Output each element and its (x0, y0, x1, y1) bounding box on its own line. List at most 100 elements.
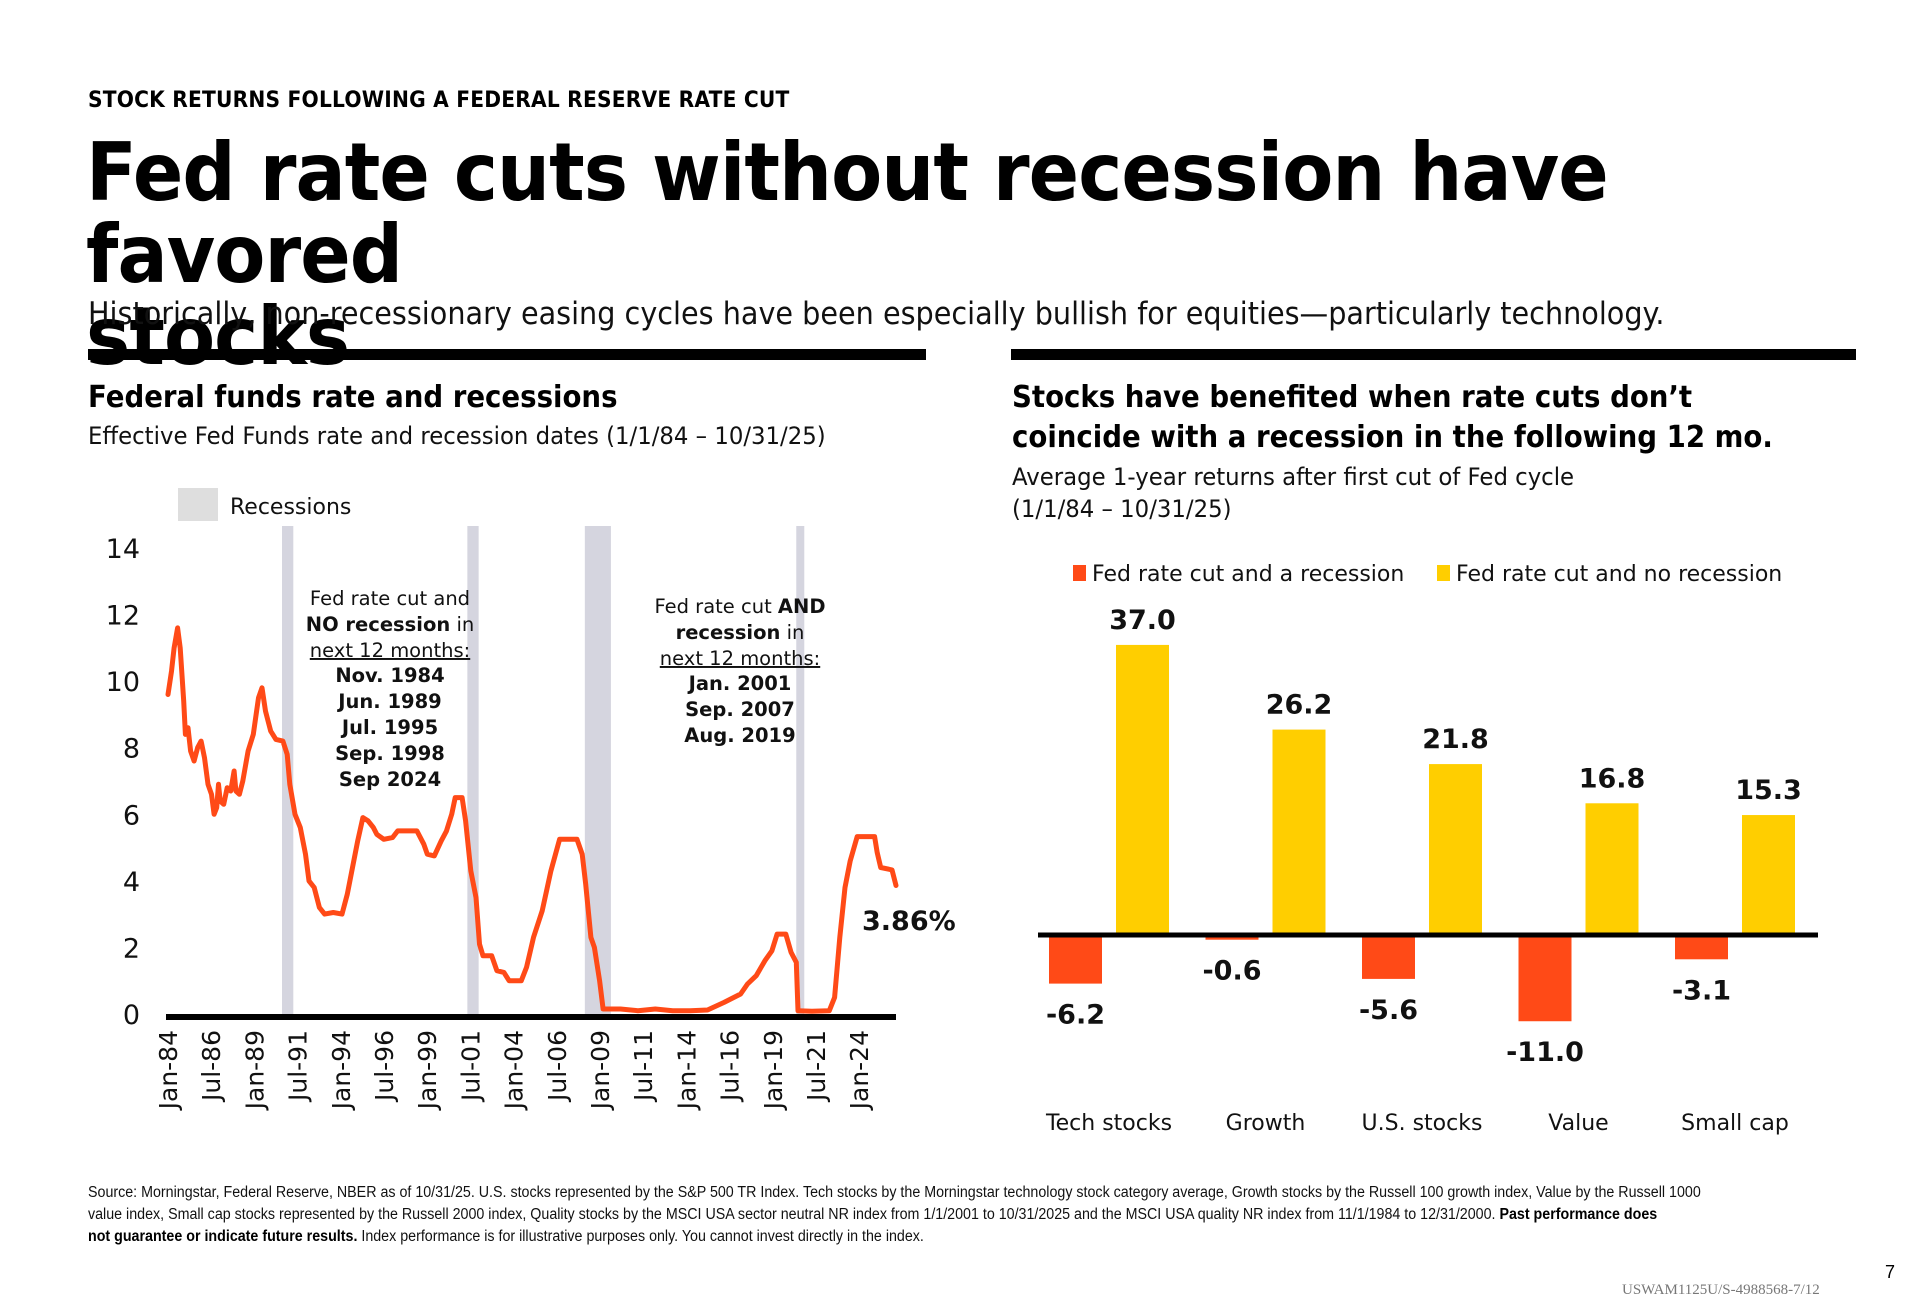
source-line-1: Source: Morningstar, Federal Reserve, NB… (88, 1184, 1701, 1201)
bar-value-label: 15.3 (1735, 775, 1802, 806)
x-tick-label: Jan-99 (413, 1030, 442, 1111)
bar-no-recession-tech-stocks (1116, 644, 1169, 935)
annotation-no-recession-line-3: next 12 months: (310, 639, 470, 662)
x-tick-label: Jul-16 (716, 1030, 745, 1103)
annotation-no-recession-rest: in (450, 613, 474, 636)
y-tick-label: 10 (106, 667, 140, 698)
category-label: Value (1548, 1111, 1608, 1136)
document-id: USWAM1125U/S-4988568-7/12 (1622, 1282, 1820, 1298)
bar-no-recession-small-cap (1742, 815, 1795, 935)
disclaimer-bold-a: Past performance does (1499, 1206, 1658, 1223)
right-section-rule (1011, 349, 1856, 360)
x-tick-label: Jan-84 (154, 1030, 183, 1111)
right-chart-title-line-1: Stocks have benefited when rate cuts don… (1012, 380, 1693, 415)
bar-recession-u-s-stocks (1362, 935, 1415, 979)
x-tick-label: Jan-94 (327, 1030, 356, 1111)
annotation-recession-date: Aug. 2019 (684, 724, 795, 747)
bar-value-label: -5.6 (1359, 995, 1418, 1026)
x-tick-label: Jan-04 (500, 1030, 529, 1111)
annotation-no-recession-date: Jun. 1989 (336, 690, 442, 713)
annotation-no-recession-line-2: NO recession in (306, 613, 474, 636)
bar-value-label: 37.0 (1109, 605, 1176, 636)
bar-value-label: 16.8 (1579, 763, 1646, 794)
left-section-rule (88, 349, 926, 360)
x-axis-ticks: Jan-84 Jul-86 Jan-89 Jul-91 Jan-94 Jul-96 Jan-… (154, 1030, 874, 1111)
right-chart-subtitle-line-2: (1/1/84 – 10/31/25) (1012, 495, 1232, 523)
page-number: 7 (1885, 1262, 1896, 1282)
source-line-2-text: value index, Small cap stocks represente… (88, 1206, 1500, 1223)
recession-band-3 (584, 526, 611, 1014)
annotation-no-recession-date: Sep. 1998 (335, 742, 445, 765)
disclaimer-rest: Index performance is for illustrative pu… (357, 1228, 924, 1245)
page-title: Fed rate cuts without recession have fav… (86, 132, 1760, 378)
recession-band-4 (796, 526, 805, 1014)
bar-recession-tech-stocks (1049, 935, 1102, 984)
x-tick-label: Jul-21 (802, 1030, 831, 1103)
bar-recession-value (1518, 935, 1572, 1022)
x-tick-label: Jul-96 (370, 1030, 399, 1103)
x-tick-label: Jan-24 (845, 1030, 874, 1111)
right-chart-title-line-2: coincide with a recession in the followi… (1012, 420, 1773, 455)
bars (1049, 644, 1795, 1022)
bar-value-labels: -6.2 37.0 -0.6 26.2 -5.6 21.8 -11.0 16.8 -3.1 15.… (1046, 605, 1802, 1068)
recession-band-2 (467, 526, 479, 1014)
y-tick-label: 4 (123, 867, 140, 898)
y-tick-label: 0 (123, 1000, 140, 1031)
eyebrow-label: STOCK RETURNS FOLLOWING A FEDERAL RESERV… (88, 88, 790, 113)
annotation-recession-line-1: Fed rate cut AND (654, 595, 825, 618)
annotation-recession-bold-2: recession (676, 621, 781, 644)
returns-bar-chart: Fed rate cut and a recession Fed rate cu… (1038, 562, 1818, 1136)
source-footnote: Source: Morningstar, Federal Reserve, NB… (88, 1182, 1859, 1248)
y-tick-label: 8 (123, 734, 140, 765)
legend-swatch-recession (1073, 565, 1086, 581)
y-tick-label: 2 (123, 933, 140, 964)
x-tick-label: Jul-91 (284, 1030, 313, 1103)
annotation-recession-plain: Fed rate cut (654, 595, 777, 618)
legend-swatch-no-recession (1437, 565, 1450, 581)
bar-value-label: -0.6 (1202, 956, 1261, 987)
annotation-no-recession-date: Jul. 1995 (340, 716, 438, 739)
y-tick-label: 12 (106, 601, 140, 632)
annotation-recession-bold: AND (778, 595, 826, 618)
category-label: U.S. stocks (1362, 1111, 1483, 1136)
source-line-3: not guarantee or indicate future results… (88, 1226, 1859, 1248)
bar-no-recession-u-s-stocks (1429, 764, 1482, 935)
bar-no-recession-value (1585, 803, 1639, 935)
recessions-legend-label: Recessions (230, 495, 351, 520)
source-line-2: value index, Small cap stocks represente… (88, 1204, 1859, 1226)
page-title-line-1: Fed rate cuts without recession have fav… (86, 126, 1609, 301)
x-tick-label: Jul-11 (629, 1030, 658, 1103)
annotation-recession-line-3: next 12 months: (660, 647, 820, 670)
bar-value-label: -3.1 (1672, 975, 1731, 1006)
x-tick-label: Jan-14 (672, 1030, 701, 1111)
x-tick-label: Jan-09 (586, 1030, 615, 1111)
y-axis-ticks: 0 2 4 6 8 10 12 14 (106, 534, 140, 1031)
category-label: Tech stocks (1045, 1111, 1172, 1136)
category-labels: Tech stocks Growth U.S. stocks Value Small c… (1045, 1111, 1789, 1136)
end-value-label: 3.86% (862, 906, 956, 937)
left-chart-subtitle: Effective Fed Funds rate and recession d… (88, 422, 826, 450)
y-tick-label: 6 (123, 800, 140, 831)
fed-funds-rate-line (165, 625, 899, 1014)
page-subtitle: Historically, non-recessionary easing cy… (88, 296, 1665, 332)
bar-value-label: -6.2 (1046, 1000, 1105, 1031)
annotation-recession: Fed rate cut AND recession in next 12 mo… (654, 595, 825, 747)
annotation-recession-line-2: recession in (676, 621, 805, 644)
bar-no-recession-growth (1272, 729, 1326, 935)
x-tick-label: Jul-01 (456, 1030, 485, 1103)
right-chart-subtitle-line-1: Average 1-year returns after first cut o… (1012, 463, 1575, 491)
annotation-no-recession-date: Nov. 1984 (335, 664, 444, 687)
recessions-legend-swatch (178, 488, 218, 521)
page-title-line-2: stocks (86, 290, 350, 383)
bar-value-label: 26.2 (1266, 690, 1333, 721)
annotation-no-recession-bold: NO recession (306, 613, 451, 636)
x-tick-label: Jan-89 (240, 1030, 269, 1111)
bar-recession-small-cap (1675, 935, 1728, 960)
legend-label-recession: Fed rate cut and a recession (1092, 562, 1404, 587)
annotation-no-recession-date: Sep 2024 (339, 768, 441, 791)
x-tick-label: Jan-19 (759, 1030, 788, 1111)
x-tick-label: Jul-06 (543, 1030, 572, 1103)
bar-value-label: -11.0 (1506, 1037, 1584, 1068)
annotation-recession-rest: in (780, 621, 804, 644)
